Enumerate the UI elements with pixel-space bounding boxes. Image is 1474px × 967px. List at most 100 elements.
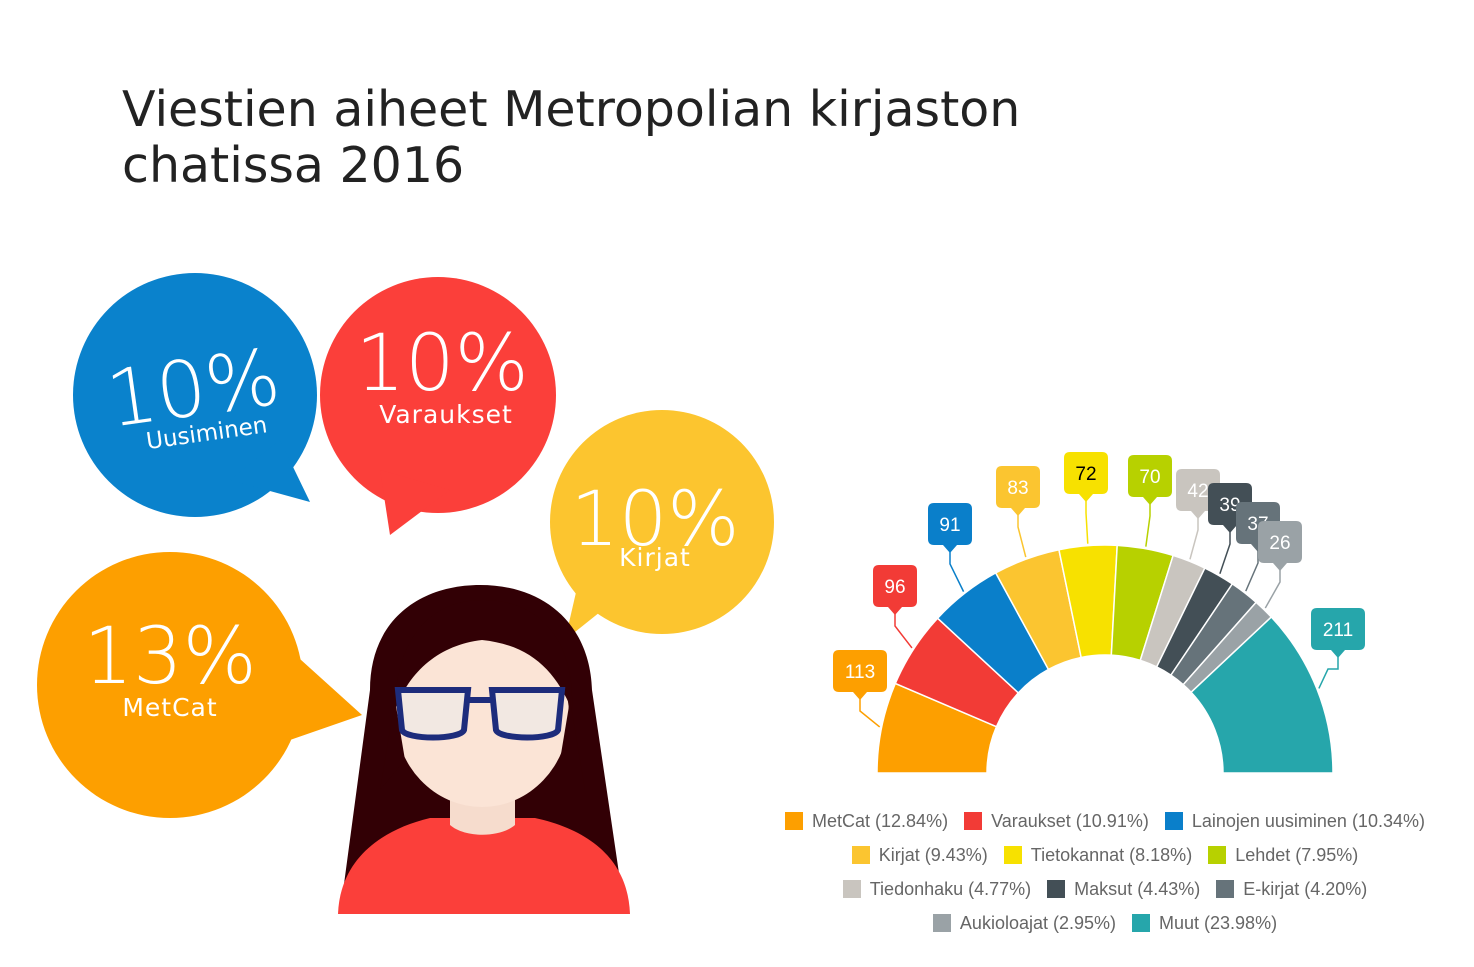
legend-label: Varaukset (10.91%) [991, 810, 1149, 831]
legend-swatch [1132, 914, 1151, 932]
chart-leader-lines [859, 501, 1339, 728]
woman-avatar [338, 585, 630, 914]
value-label-box [873, 565, 917, 615]
legend-swatch [1003, 846, 1022, 864]
value-label-text: 83 [1007, 478, 1028, 499]
legend-swatch [851, 846, 870, 864]
legend-swatch [964, 812, 983, 830]
legend-label: Muut (23.98%) [1159, 912, 1278, 933]
value-label-text: 91 [939, 515, 960, 536]
legend-label: MetCat (12.84%) [812, 810, 949, 831]
value-label-text: 211 [1323, 620, 1353, 641]
face [395, 623, 569, 807]
legend-item: Tiedonhaku (4.77%) [842, 878, 1032, 900]
value-label-box [1064, 452, 1108, 502]
bubble-varaukset-percent: 10% [355, 319, 528, 409]
value-label: 91 [928, 503, 972, 553]
bubble-kirjat: 10% Kirjat [550, 410, 774, 640]
legend-label: Lehdet (7.95%) [1235, 844, 1359, 865]
shirt [338, 818, 630, 914]
bubble-shape [550, 410, 774, 634]
legend-row: MetCat (12.84%) Varaukset (10.91%) Laino… [745, 804, 1465, 838]
value-label: 83 [996, 466, 1040, 516]
legend-label: E-kirjat (4.20%) [1243, 878, 1368, 899]
leader-line [859, 699, 881, 728]
bubble-tail [380, 470, 450, 535]
value-label: 72 [1064, 452, 1108, 502]
legend-item: Maksut (4.43%) [1047, 879, 1200, 900]
bubble-shape [37, 552, 303, 818]
page-title: Viestien aiheet Metropolian kirjaston ch… [122, 81, 1021, 194]
leader-line [949, 552, 965, 592]
value-label-box [1128, 455, 1172, 505]
legend-row: Aukioloajat (2.95%) Muut (23.98%) [745, 906, 1465, 940]
legend-item: Aukioloajat (2.95%) [932, 912, 1117, 934]
value-label-box [1311, 608, 1365, 658]
value-label-text: 70 [1139, 467, 1160, 488]
legend-label: Lainojen uusiminen (10.34%) [1191, 810, 1425, 831]
bubble-varaukset: 10% Varaukset [320, 277, 556, 535]
bubble-uusiminen: 10% Uusiminen [73, 273, 317, 517]
legend-label: Tiedonhaku (4.77%) [869, 878, 1032, 899]
legend-item: E-kirjat (4.20%) [1216, 879, 1367, 900]
bubble-tail [290, 650, 362, 740]
bubble-shape [320, 277, 556, 513]
legend-swatch [842, 880, 861, 898]
value-label: 113 [833, 650, 887, 700]
value-label-box [1258, 521, 1302, 571]
bubble-varaukset-label: Varaukset [379, 400, 513, 429]
legend-swatch [1216, 880, 1235, 898]
value-label: 211 [1311, 608, 1365, 658]
value-label-text: 113 [845, 662, 875, 683]
legend-label: Maksut (4.43%) [1074, 878, 1201, 899]
value-label-text: 96 [884, 577, 905, 598]
legend-swatch [785, 812, 804, 830]
legend-swatch [1208, 846, 1227, 864]
leader-line [1318, 657, 1339, 689]
legend-label: Tietokannat (8.18%) [1030, 844, 1193, 865]
chart-legend: MetCat (12.84%) Varaukset (10.91%) Laino… [745, 804, 1465, 940]
legend-item: Tietokannat (8.18%) [1003, 844, 1193, 866]
value-label-box [928, 503, 972, 553]
legend-swatch [1047, 880, 1066, 898]
bubble-shape [73, 273, 317, 517]
bubble-metcat-percent: 13% [83, 612, 256, 702]
legend-item: MetCat (12.84%) [785, 811, 948, 832]
hair-fringe [395, 600, 573, 710]
legend-item: Muut (23.98%) [1132, 913, 1277, 934]
leader-line [1145, 504, 1151, 547]
value-label-box [996, 466, 1040, 516]
glasses-icon [394, 687, 566, 741]
legend-label: Aukioloajat (2.95%) [959, 912, 1117, 933]
bubble-metcat-label: MetCat [122, 693, 217, 722]
legend-swatch [932, 914, 951, 932]
leader-line [1085, 501, 1089, 544]
legend-item: Varaukset (10.91%) [964, 811, 1149, 832]
legend-swatch [1164, 812, 1183, 830]
bubble-kirjat-label: Kirjat [619, 543, 691, 572]
bubble-metcat: 13% MetCat [37, 552, 362, 818]
value-label-text: 72 [1075, 464, 1096, 485]
hair-side-right [560, 700, 585, 790]
bubble-tail [565, 575, 615, 640]
bubble-kirjat-percent: 10% [571, 474, 740, 563]
leader-line [894, 614, 913, 649]
chart-slice-muut [1190, 615, 1334, 774]
chart-slices [876, 544, 1334, 774]
value-label-text: 39 [1219, 495, 1240, 516]
value-label-box [833, 650, 887, 700]
bubble-tail [230, 440, 310, 502]
value-label: 26 [1258, 521, 1302, 571]
value-label: 70 [1128, 455, 1172, 505]
legend-row: Kirjat (9.43%) Tietokannat (8.18%) Lehde… [745, 838, 1465, 872]
speech-bubbles-illustration: 10% Uusiminen 10% Varaukset 10% Kirjat 1… [37, 273, 774, 914]
leader-line [1264, 570, 1281, 609]
value-label: 96 [873, 565, 917, 615]
leader-line [1245, 551, 1259, 592]
leader-line [1219, 532, 1231, 574]
legend-row: Tiedonhaku (4.77%) Maksut (4.43%) E-kirj… [745, 872, 1465, 906]
legend-item: Kirjat (9.43%) [851, 845, 988, 866]
leader-line [1017, 515, 1027, 558]
